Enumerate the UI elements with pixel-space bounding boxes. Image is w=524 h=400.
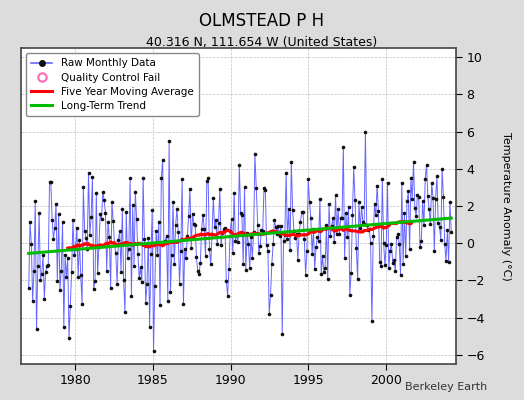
Text: OLMSTEAD P H: OLMSTEAD P H xyxy=(200,12,324,30)
Text: Berkeley Earth: Berkeley Earth xyxy=(405,382,487,392)
Text: 40.316 N, 111.654 W (United States): 40.316 N, 111.654 W (United States) xyxy=(146,36,378,49)
Y-axis label: Temperature Anomaly (°C): Temperature Anomaly (°C) xyxy=(501,132,511,280)
Legend: Raw Monthly Data, Quality Control Fail, Five Year Moving Average, Long-Term Tren: Raw Monthly Data, Quality Control Fail, … xyxy=(26,53,199,116)
